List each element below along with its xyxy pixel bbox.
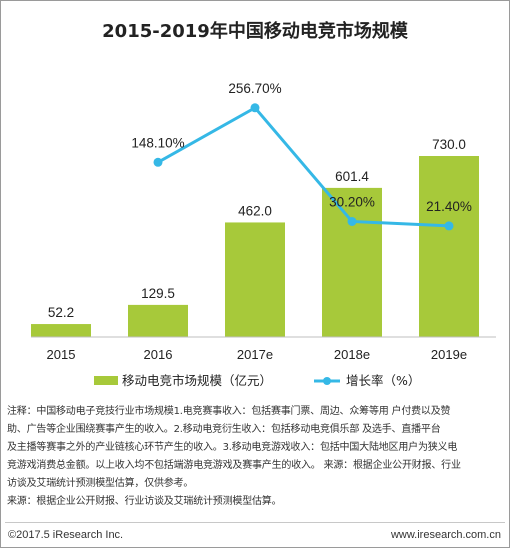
x-tick-label-2018e: 2018e [334,347,370,362]
legend: 移动电竞市场规模（亿元） 增长率（%） [94,373,420,388]
chart-title: 2015-2019年中国移动电竞市场规模 [102,20,409,42]
bar-value-label-2016: 129.5 [141,286,175,301]
growth-value-label-2018e: 30.20% [329,194,375,209]
growth-point-2019e [444,221,454,231]
copyright-text: ©2017.5 iResearch Inc. [8,529,124,541]
legend-label-growth-rate: 增长率（%） [346,373,420,388]
footnote-line: 访谈及艾瑞统计预测模型估算，仅供参考。 [7,478,194,489]
growth-point-2018e [347,216,357,226]
growth-value-label-2016: 148.10% [131,135,184,150]
legend-swatch-bar [94,376,118,385]
growth-value-label-2019e: 21.40% [426,199,472,214]
footer-divider [5,522,505,523]
footnote-source: 来源：根据企业公开财报、行业访谈及艾瑞统计预测模型估算。 [7,496,282,507]
x-tick-label-2016: 2016 [144,347,173,362]
bar-2017e [225,222,285,337]
legend-label-market-size: 移动电竞市场规模（亿元） [122,373,272,388]
footnote-line: 竞游戏消费总金额。以上收入均不包括端游电竞游戏及赛事产生的收入。 来源：根据企业… [7,460,461,471]
bar-value-label-2015: 52.2 [48,305,74,320]
bars-layer: 52.2 129.5 462.0 601.4 730.0 [31,137,479,337]
bar-2018e [322,187,382,337]
x-tick-label-2019e: 2019e [431,347,467,362]
bar-2019e [419,156,479,337]
growth-point-2017e [250,103,260,113]
bar-value-label-2019e: 730.0 [432,137,466,152]
footnote-line: 助、广告等企业围绕赛事产生的收入。2.移动电竞衍生收入：包括移动电竞俱乐部 及选… [7,424,441,435]
bar-value-label-2017e: 462.0 [238,203,272,218]
bar-value-label-2018e: 601.4 [335,169,369,184]
x-tick-label-2017e: 2017e [237,347,273,362]
chart-canvas: 2015-2019年中国移动电竞市场规模 52.2 129.5 462.0 601.4… [31,20,496,388]
x-tick-labels: 2015 2016 2017e 2018e 2019e [47,347,468,362]
growth-rate-line [157,105,450,228]
bar-2016 [128,304,188,337]
x-tick-label-2015: 2015 [47,347,76,362]
website-link: www.iresearch.com.cn [390,529,501,541]
footnote-line: 注释：中国移动电子竞技行业市场规模1.电竞赛事收入：包括赛事门票、周边、众筹等用… [7,406,451,417]
bar-2015 [31,324,91,337]
growth-line-layer: 148.10% 256.70% 30.20% 21.40% [131,81,472,231]
legend-swatch-marker [323,377,331,385]
growth-value-label-2017e: 256.70% [228,81,281,96]
footnote: 注释：中国移动电子竞技行业市场规模1.电竞赛事收入：包括赛事门票、周边、众筹等用… [7,403,505,511]
growth-point-2016 [153,157,163,167]
footnote-line: 及主播等赛事之外的产业链核心环节产生的收入。3.移动电竞游戏收入：包括中国大陆地… [7,442,458,453]
